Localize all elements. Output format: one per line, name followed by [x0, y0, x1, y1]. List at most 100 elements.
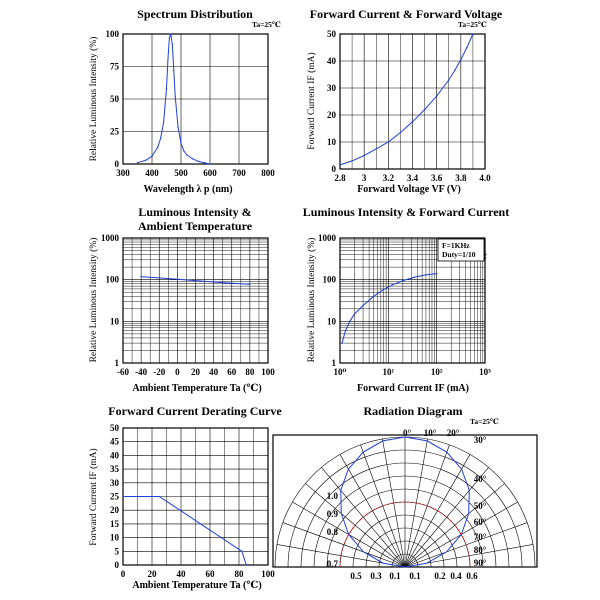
y-tick-label: 25: [110, 127, 120, 137]
chart-lum-current: 10⁰ 10¹ 10² 10³ 1 10 100 1000 Forward Current IF…: [303, 205, 509, 394]
half-intensity-ring: [339, 501, 471, 568]
y-tick-label: 5: [115, 546, 120, 556]
data-point: [176, 278, 179, 281]
temperature-note: Ta=25℃: [470, 417, 499, 426]
bottom-axis-label: 0.4: [450, 571, 462, 581]
x-tick-label: 500: [174, 168, 188, 178]
data-point: [136, 162, 139, 164]
data-point: [435, 95, 438, 97]
x-tick-label: 3.6: [431, 173, 443, 183]
data-point: [411, 121, 414, 123]
data-point: [391, 284, 393, 286]
radial-spoke: [404, 483, 505, 568]
x-tick-label: 800: [261, 168, 275, 178]
bottom-axis-label: 0.3: [370, 571, 382, 581]
angle-label: 30°: [474, 435, 487, 445]
data-point: [460, 58, 462, 61]
y-axis-label: Forward Current IF (mA): [88, 448, 99, 545]
data-point: [249, 283, 251, 285]
bottom-axis-label: 0.1: [389, 571, 401, 581]
x-tick-label: 3.8: [455, 173, 467, 183]
y-tick-label: 1: [115, 358, 120, 368]
x-tick-label: 20: [148, 569, 158, 579]
y-tick-label: 10: [110, 316, 120, 326]
data-point: [171, 43, 173, 46]
y-tick-label: 25: [110, 492, 120, 502]
y-axis-label: Relative Luminous Intensity (%): [88, 238, 99, 363]
data-point: [145, 159, 147, 161]
series-line: [123, 496, 247, 566]
data-point: [373, 295, 375, 297]
data-point: [197, 160, 200, 163]
data-point: [387, 141, 390, 143]
x-tick-label: 700: [232, 168, 246, 178]
series-line: [339, 33, 474, 166]
x-tick-label: 10⁰: [334, 367, 347, 377]
data-point: [209, 163, 211, 165]
temperature-note: Ta=25℃: [458, 20, 487, 29]
radial-spoke: [360, 444, 406, 568]
data-point: [191, 158, 194, 160]
x-tick-label: 0: [121, 569, 126, 579]
data-point: [122, 495, 124, 498]
y-tick-label: 50: [110, 423, 120, 433]
y-tick-label: 30: [327, 83, 337, 93]
data-point: [399, 131, 402, 134]
x-tick-label: 300: [116, 168, 130, 178]
data-point: [183, 150, 185, 152]
x-tick-label: 60: [227, 367, 237, 377]
y-tick-label: 30: [110, 478, 120, 488]
plot-frame: [122, 33, 269, 165]
data-point: [472, 33, 474, 35]
x-tick-label: 40: [177, 569, 187, 579]
data-point: [231, 282, 233, 284]
data-point: [180, 142, 182, 144]
x-tick-label: 100: [261, 367, 275, 377]
x-tick-label: 3: [362, 173, 367, 183]
x-tick-label: 100: [261, 569, 275, 579]
angle-label: 10°: [424, 428, 437, 438]
chart-title: Forward Current & Forward Voltage: [310, 7, 503, 21]
pulse-info-line: F=1KHz: [442, 241, 470, 250]
y-axis-label: Relative Luminous Intensity (%): [88, 37, 99, 162]
bottom-axis-label: 0.5: [350, 571, 362, 581]
plot-frame: [339, 237, 486, 364]
data-point: [423, 108, 426, 111]
y-tick-label: 0: [115, 159, 120, 169]
y-axis-label: Forward Current IF (mA): [306, 52, 317, 149]
data-point: [194, 279, 197, 282]
data-point: [241, 550, 243, 552]
data-point: [165, 87, 168, 90]
data-point: [435, 272, 438, 275]
data-point: [344, 329, 347, 332]
chart-spectrum: 300 400 500 600 700 800 0 25 50 75 100 Wavelength λ…: [88, 7, 281, 195]
data-point: [245, 564, 247, 566]
y-tick-label: 20: [110, 505, 120, 515]
radial-spoke: [339, 454, 406, 568]
chart-derating: 0 20 40 60 80 100 0 5 10 15 20 25 30 35 40 45 50 Ambient …: [88, 404, 282, 591]
radial-spoke: [282, 522, 406, 568]
data-point: [158, 495, 160, 498]
chart-radiation: Radiation Diagram Ta=25℃ 0° 10° 20° 30° 40° 50°…: [272, 404, 538, 581]
data-point: [351, 160, 353, 162]
data-point: [425, 274, 427, 276]
angle-label: 80°: [474, 545, 487, 555]
angle-label: 90°: [474, 558, 487, 568]
y-tick-label: 20: [327, 110, 337, 120]
x-tick-label: 60: [206, 569, 216, 579]
data-point: [466, 46, 468, 49]
y-tick-label: 40: [110, 450, 120, 460]
x-tick-label: 600: [203, 168, 217, 178]
y-tick-label: 45: [110, 437, 120, 447]
x-tick-label: 400: [145, 168, 159, 178]
x-axis-label: Ambient Temperature Ta (℃): [132, 580, 261, 591]
angle-label: 20°: [447, 428, 460, 438]
radial-label: 0.7: [327, 559, 339, 569]
y-axis-label: Relative Luminous Intensity (%): [306, 238, 317, 363]
x-axis-label: Forward Current IF (mA): [357, 383, 469, 394]
y-tick-label: 10: [327, 316, 337, 326]
y-tick-label: 15: [110, 519, 120, 529]
data-point: [353, 313, 356, 315]
plot-frame: [339, 33, 486, 170]
